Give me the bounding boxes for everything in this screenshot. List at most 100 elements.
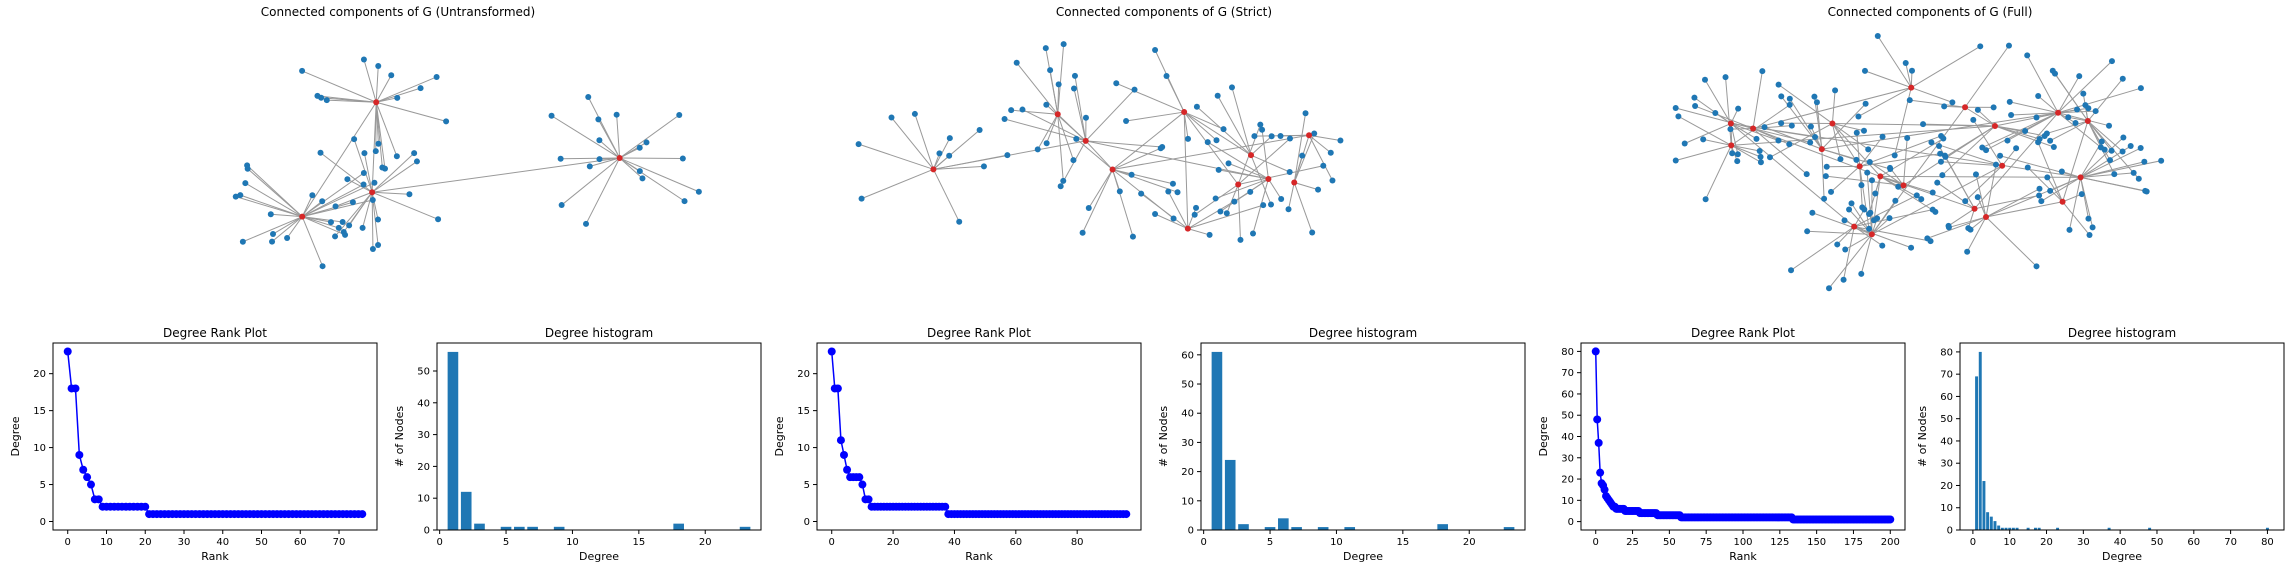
x-tick-label: 100 [1733,537,1752,548]
leaf-node [1013,59,1020,66]
leaf-node [267,211,274,218]
leaf-node [346,222,353,229]
y-tick-label: 30 [1940,459,1953,470]
histogram-bar [1975,376,1979,530]
leaf-node [956,218,963,225]
leaf-node [1761,124,1768,131]
leaf-node [1974,194,1981,201]
leaf-node [1993,161,2000,168]
leaf-node [270,231,277,238]
degree-line [1594,351,1891,521]
y-tick-label: 40 [417,398,430,409]
leaf-node [1257,121,1264,128]
edge [363,152,373,193]
leaf-node [299,67,306,74]
y-tick-label: 10 [417,494,430,505]
edge [1985,188,2040,218]
histogram-bar [2107,527,2111,530]
edge [1753,125,1792,129]
leaf-node [1841,217,1848,224]
hub-node [1082,137,1089,144]
leaf-node [1809,209,1816,216]
leaf-node [1842,246,1849,253]
leaf-node [344,176,351,183]
edge [1187,228,1210,236]
leaf-node [1675,113,1682,120]
x-tick-label: 30 [2077,537,2090,548]
leaf-node [1249,230,1256,237]
edge [2036,112,2059,118]
edge [1183,111,1239,185]
edge [1869,161,1904,186]
x-tick-label: 10 [100,537,113,548]
edge [2062,193,2082,203]
edge [1187,207,1197,229]
x-tick-label: 25 [1626,537,1639,548]
leaf-node [1193,204,1200,211]
panel-1: 0 10 20 30 40 50 60 70 0 5 10 15 20 Degree Rank Plot R… [9,326,378,563]
edge [2057,60,2113,114]
y-tick-label: 40 [1181,409,1194,420]
edge [619,142,647,159]
edge [2026,55,2059,113]
leaf-node [1277,133,1284,140]
edge [1045,104,1087,142]
edge [1075,138,1113,170]
leaf-node [2074,106,2081,113]
leaf-node [388,72,395,79]
x-tick-label: 50 [2151,537,2164,548]
edge [1166,75,1185,113]
leaf-node [1834,241,1841,248]
edge [1972,119,2003,167]
edge [1183,111,1189,139]
hub-node [1908,84,1915,91]
y-tick-label: 0 [804,517,810,528]
edge [270,213,303,218]
leaf-node [342,231,349,238]
leaf-node [1803,171,1810,178]
leaf-node [2097,144,2104,151]
x-tick-label: 0 [1200,537,1206,548]
leaf-node [2106,122,2113,129]
leaf-node [980,163,987,170]
x-tick-label: 5 [1267,537,1273,548]
leaf-node [1169,180,1176,187]
y-tick-label: 20 [417,462,430,473]
edge [1828,234,1873,289]
leaf-node [1929,189,1936,196]
edge [1112,169,1178,193]
edge [1974,112,2059,210]
leaf-node [1757,153,1764,160]
x-tick-label: 20 [887,537,900,548]
leaf-node [1920,121,1927,128]
panel-title: Degree Rank Plot [163,326,267,340]
x-tick-label: 200 [1881,537,1900,548]
leaf-node [1874,33,1881,39]
leaf-node [2038,198,2045,205]
leaf-node [1902,60,1909,67]
edge [1267,178,1282,200]
leaf-node [676,111,683,118]
network-title: Connected components of G (Full) [1828,5,2033,19]
edge [286,216,303,239]
edge [375,102,398,157]
leaf-node [585,93,592,100]
leaf-node [1855,113,1862,120]
edge [560,157,620,160]
histogram-bar [1211,351,1223,530]
y-tick-label: 10 [797,443,810,454]
leaf-node [1004,152,1011,159]
leaf-node [1886,215,1893,222]
leaf-node [1757,159,1764,166]
edge [1859,135,1942,167]
leaf-node [2072,119,2079,126]
y-tick-label: 5 [40,480,46,491]
leaf-node [1865,146,1872,153]
degree-point [1886,515,1895,524]
leaf-node [2080,90,2087,97]
leaf-node [2092,108,2099,115]
edge [1730,123,1757,140]
degree-point [840,450,848,459]
leaf-node [1813,99,1820,106]
x-tick-label: 0 [1593,537,1599,548]
